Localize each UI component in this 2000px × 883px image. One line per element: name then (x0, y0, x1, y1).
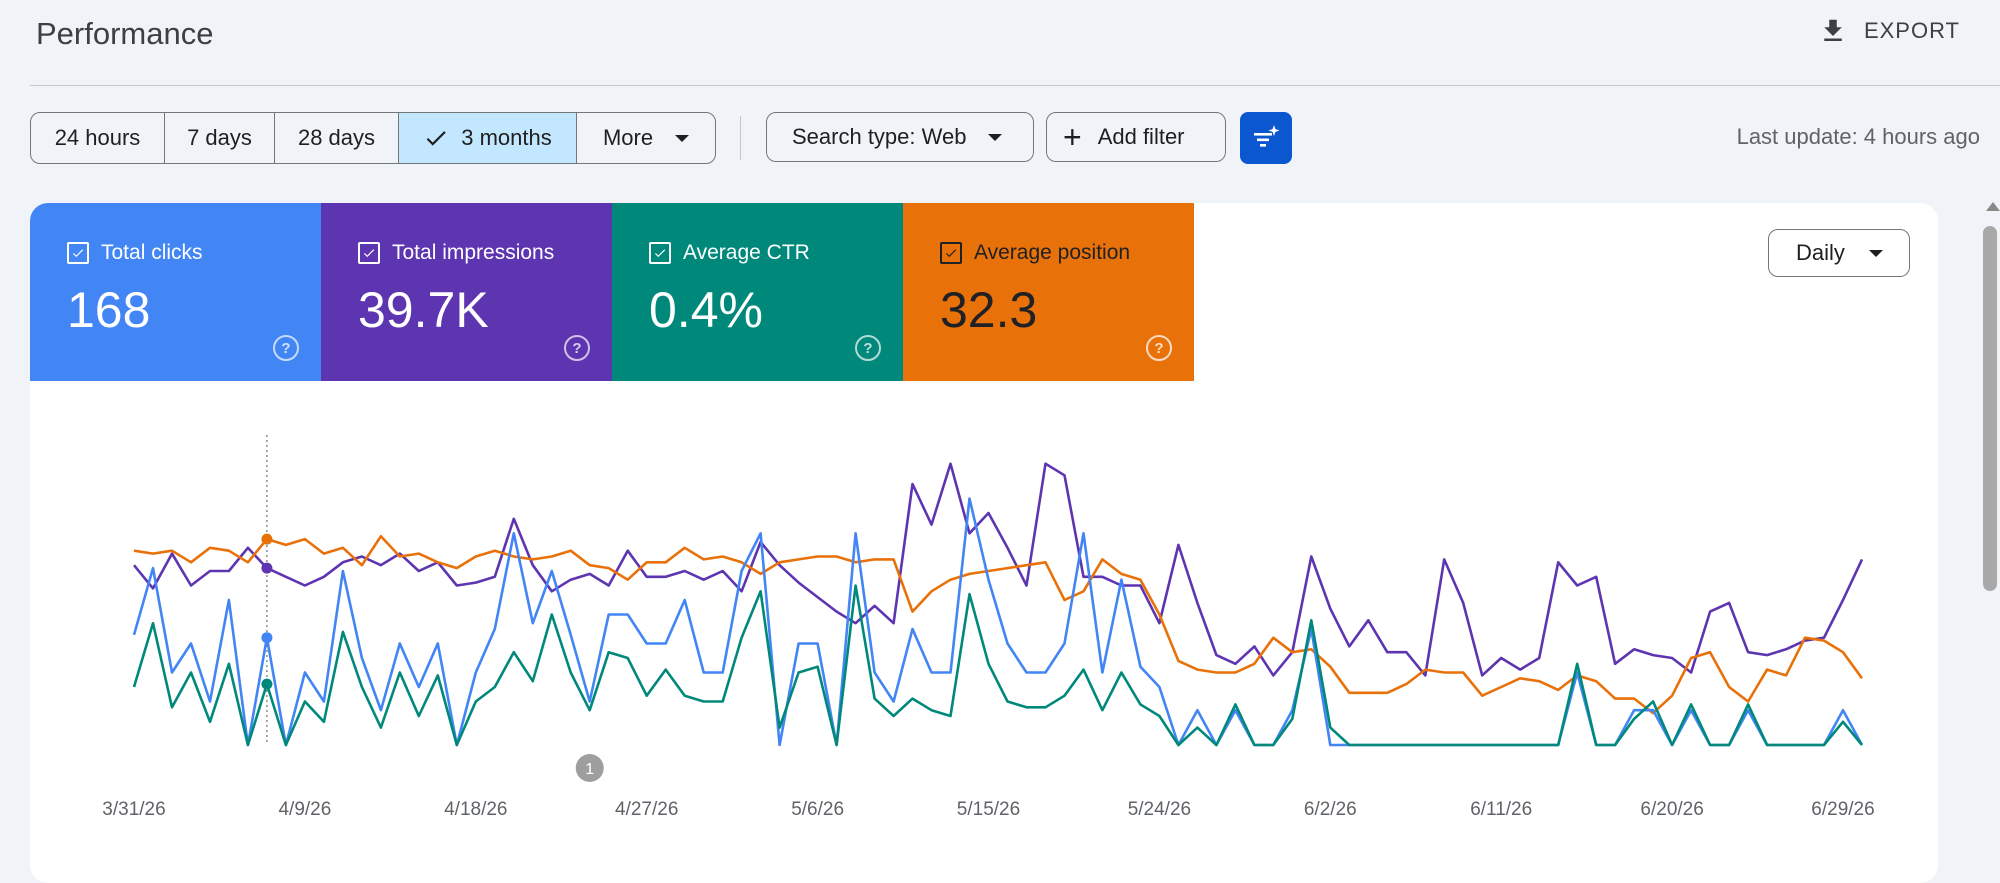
export-label: EXPORT (1863, 18, 1960, 43)
x-tick-label: 5/15/26 (957, 799, 1020, 820)
metric-label: Average CTR (683, 241, 810, 264)
hover-point-total-impressions (261, 562, 273, 574)
metric-value: 39.7K (358, 282, 489, 338)
search-type-dropdown[interactable]: Search type: Web (766, 112, 1034, 162)
annotation-label: 1 (585, 761, 594, 778)
x-tick-label: 3/31/26 (102, 799, 165, 820)
series-line-average-position (133, 534, 1864, 715)
checkbox-checked-icon (649, 242, 671, 264)
metric-header: Total clicks (67, 241, 321, 265)
checkbox-checked-icon (358, 242, 380, 264)
hover-point-total-clicks (261, 632, 273, 644)
scrollbar-thumb[interactable] (1983, 226, 1997, 591)
performance-chart[interactable]: 1 3/31/26 4/9/26 4/18/26 4/27/26 5/6/26 5/15/2… (30, 203, 1938, 883)
range-7-days[interactable]: 7 days (165, 113, 275, 163)
range-label: More (602, 125, 654, 150)
range-label: 24 hours (54, 125, 141, 150)
performance-card: Total clicks 168 ? Total impressions 39.… (30, 203, 1938, 883)
download-icon (1824, 19, 1842, 41)
metric-total-impressions[interactable]: Total impressions 39.7K ? (321, 203, 612, 381)
chevron-down-icon (675, 134, 690, 142)
range-label: 7 days (187, 125, 252, 150)
add-filter-label: Add filter (1097, 124, 1185, 149)
x-tick-label: 4/18/26 (444, 799, 507, 820)
x-tick-label: 6/2/26 (1304, 799, 1357, 820)
date-range-selector: 24 hours 7 days 28 days 3 months More (30, 112, 716, 164)
checkbox-checked-icon (940, 242, 962, 264)
x-tick-label: 6/29/26 (1811, 799, 1874, 820)
metric-label: Total clicks (101, 241, 203, 264)
help-icon[interactable]: ? (564, 335, 590, 361)
hover-point-average-ctr (261, 678, 273, 690)
metric-header: Average CTR (649, 241, 903, 265)
range-28-days[interactable]: 28 days (275, 113, 399, 163)
toolbar-separator (740, 116, 741, 160)
series-line-average-ctr (132, 584, 1864, 747)
check-icon (426, 131, 446, 146)
x-tick-label: 4/9/26 (278, 799, 331, 820)
metric-total-clicks[interactable]: Total clicks 168 ? (30, 203, 321, 381)
x-tick-label: 6/20/26 (1640, 799, 1703, 820)
chevron-down-icon (988, 133, 1003, 141)
x-tick-label: 5/24/26 (1128, 799, 1191, 820)
scroll-up-arrow-icon[interactable] (1986, 202, 2000, 211)
metric-header: Average position (940, 241, 1194, 265)
search-type-label: Search type: Web (792, 124, 967, 149)
range-label: 28 days (297, 125, 376, 150)
series-line-total-impressions (132, 462, 1864, 677)
export-button[interactable]: EXPORT (1818, 16, 1960, 46)
metric-value: 168 (67, 282, 151, 338)
metric-label: Average position (974, 241, 1131, 264)
checkbox-checked-icon (67, 242, 89, 264)
sparkle-filter-icon (1254, 125, 1280, 147)
granularity-label: Daily (1796, 240, 1845, 265)
metric-average-position[interactable]: Average position 32.3 ? (903, 203, 1194, 381)
ai-filter-button[interactable] (1240, 112, 1292, 164)
page-header: Performance EXPORT (0, 0, 2000, 86)
range-3-months[interactable]: 3 months (399, 113, 577, 163)
page-title: Performance (36, 16, 214, 51)
range-more-dropdown[interactable]: More (577, 113, 715, 163)
metric-average-ctr[interactable]: Average CTR 0.4% ? (612, 203, 903, 381)
help-icon[interactable]: ? (273, 335, 299, 361)
plus-icon: + (1063, 119, 1082, 155)
metric-header: Total impressions (358, 241, 612, 265)
series-line-total-clicks (132, 497, 1864, 747)
metric-value: 0.4% (649, 282, 763, 338)
last-update-text: Last update: 4 hours ago (1736, 124, 1980, 149)
metric-label: Total impressions (392, 241, 555, 264)
annotation-marker (575, 754, 604, 782)
x-tick-label: 4/27/26 (615, 799, 678, 820)
range-label: 3 months (461, 125, 552, 150)
granularity-dropdown[interactable]: Daily (1768, 229, 1910, 277)
filter-toolbar: 24 hours 7 days 28 days 3 months More Se… (30, 112, 1980, 164)
metric-value: 32.3 (940, 282, 1038, 338)
hover-point-average-position (261, 533, 273, 545)
x-tick-label: 5/6/26 (791, 799, 844, 820)
chevron-down-icon (1868, 249, 1883, 257)
help-icon[interactable]: ? (1146, 335, 1172, 361)
help-icon[interactable]: ? (855, 335, 881, 361)
header-divider (30, 85, 2000, 86)
add-filter-button[interactable]: + Add filter (1046, 112, 1226, 162)
x-tick-label: 6/11/26 (1470, 799, 1532, 820)
range-24-hours[interactable]: 24 hours (31, 113, 165, 163)
